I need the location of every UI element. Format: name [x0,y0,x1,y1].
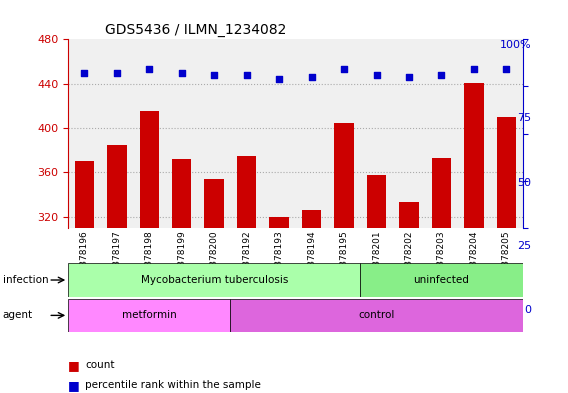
Text: 0: 0 [524,305,531,316]
Point [80,70,89,76]
Bar [367,174,386,393]
Point [242,72,251,78]
Text: control: control [358,310,395,320]
Text: 50: 50 [517,178,531,188]
Point [469,66,478,73]
Text: ■: ■ [68,359,80,372]
Point [210,72,219,78]
Point [177,70,186,76]
Text: GDS5436 / ILMN_1234082: GDS5436 / ILMN_1234082 [105,23,286,37]
Text: 25: 25 [517,241,531,251]
Text: percentile rank within the sample: percentile rank within the sample [85,380,261,390]
Text: count: count [85,360,115,371]
Point [340,66,349,73]
Bar [464,83,483,393]
Bar [237,156,256,393]
Point [274,76,283,82]
Text: uninfected: uninfected [414,275,469,285]
Point [502,66,511,73]
Bar [496,117,516,393]
Text: 100%: 100% [499,40,531,50]
Point [372,72,381,78]
FancyBboxPatch shape [360,263,523,297]
Bar [107,145,127,393]
FancyBboxPatch shape [68,263,360,297]
Bar [140,112,159,393]
Bar [399,202,419,393]
Point [307,74,316,80]
Text: metformin: metformin [122,310,177,320]
Bar [74,162,94,393]
Bar [269,217,289,393]
Text: ■: ■ [68,378,80,392]
Bar [335,123,354,393]
FancyBboxPatch shape [231,299,523,332]
Bar [302,210,321,393]
Text: 75: 75 [517,113,531,123]
Bar [172,159,191,393]
Point [112,70,122,76]
Text: agent: agent [3,310,33,320]
Point [437,72,446,78]
Point [404,74,414,80]
Bar [432,158,451,393]
Text: infection: infection [3,275,48,285]
FancyBboxPatch shape [68,299,231,332]
Point [145,66,154,73]
Bar [204,179,224,393]
Text: Mycobacterium tuberculosis: Mycobacterium tuberculosis [140,275,288,285]
